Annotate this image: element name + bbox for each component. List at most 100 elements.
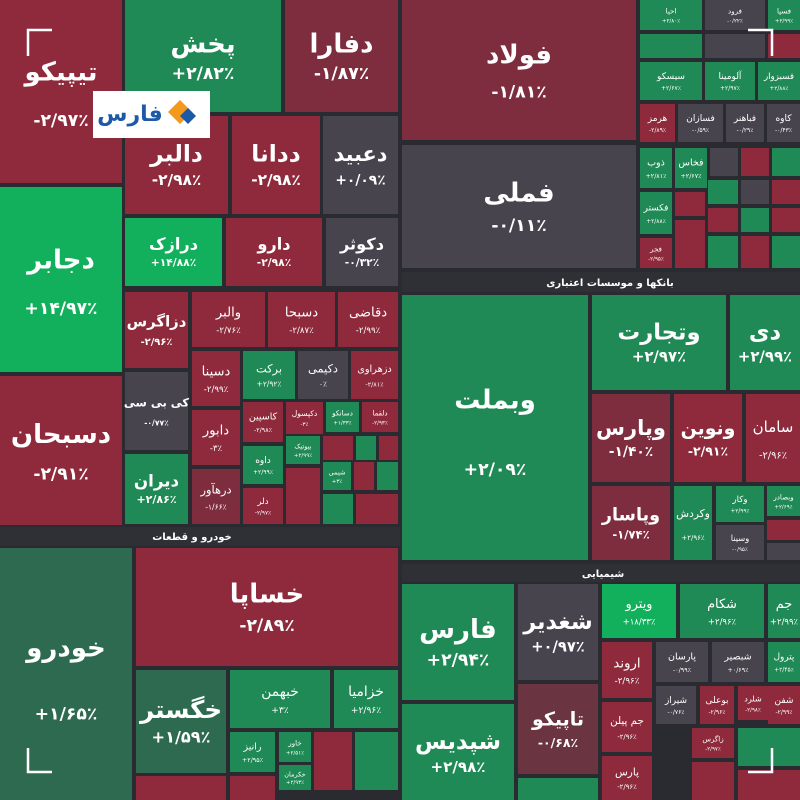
tile: فجر -۲/۹۵٪ — [640, 238, 672, 268]
tile-name: فخاس — [678, 158, 703, 169]
tile-name: دسبحان — [11, 420, 111, 450]
section-bar — [0, 527, 400, 546]
filler-tile — [640, 34, 702, 58]
tile-name: داوه — [255, 456, 271, 466]
tile-name: سیسکو — [656, 72, 685, 82]
tile-box — [125, 454, 188, 524]
tile-name: دابور — [202, 423, 229, 438]
tile-name: خساپا — [230, 580, 304, 610]
filler-tile — [741, 208, 769, 232]
tile-box — [602, 702, 652, 752]
tile-box — [730, 295, 800, 390]
tile-change: -۲/۹۶٪ — [617, 733, 637, 741]
tile-name: جم — [776, 597, 793, 612]
tile: پارس -۲/۹۶٪ — [602, 756, 652, 800]
tile-box — [226, 218, 322, 286]
tile-name: دسینا — [202, 364, 231, 379]
tile: دیران+۲/۸۶٪ — [125, 454, 188, 524]
tile: سامان -۲/۹۶٪ — [746, 394, 800, 482]
tile: تاپیکو -۰/۶۸٪ — [518, 684, 598, 774]
tile: شکام +۲/۹۶٪ — [680, 584, 764, 638]
tile: فباهنر -۰/۲۹٪ — [726, 104, 764, 142]
filler-tile — [772, 236, 800, 268]
tile-name: ونوین — [681, 418, 736, 440]
tile-box — [286, 402, 323, 434]
tile: وبصادر +۲/۶۹٪ — [767, 486, 800, 516]
tile: دعبید +۰/۰۹٪ — [323, 116, 398, 214]
tile-change: -۲/۹۷٪ — [705, 747, 721, 753]
tile-name: دسبحا — [285, 305, 318, 320]
tile-box — [602, 584, 676, 638]
tile-name: فباهنر — [733, 114, 756, 124]
tile-box — [0, 187, 122, 372]
tile-box — [674, 394, 742, 482]
filler-tile — [518, 778, 598, 800]
tile-box — [712, 642, 764, 682]
tile-box — [640, 0, 702, 30]
filler-tile — [379, 436, 398, 460]
tile-name: دکوثر — [339, 235, 384, 254]
tile-change: +۲/۹۲٪ — [257, 380, 282, 389]
tile-box — [402, 0, 636, 140]
filler-tile — [738, 728, 800, 766]
tile: دزاگرس -۲/۹۶٪ — [125, 292, 188, 368]
tile: وپارس -۱/۴۰٪ — [592, 394, 670, 482]
tile-name: شکام — [707, 597, 737, 612]
tile-change: -۲/۸۱٪ — [365, 381, 384, 389]
tile-change: +۲/۹۸٪ — [430, 758, 485, 776]
tile-change: -۳٪ — [210, 444, 223, 454]
section-label: خودرو و قطعات — [152, 532, 232, 543]
tile-change: +۳٪ — [271, 706, 289, 716]
tile-change: -۰/۱۱٪ — [491, 216, 546, 236]
tile-name: شبصیر — [723, 652, 751, 663]
tile-box — [230, 732, 275, 772]
tile-box — [298, 351, 348, 399]
tile: والبر -۲/۷۶٪ — [192, 292, 265, 347]
filler-tile — [355, 732, 398, 790]
tile-box — [136, 548, 398, 666]
tile-change: -۰/۴۳٪ — [775, 127, 792, 134]
tile-change: +۲/۹۷٪ — [632, 348, 686, 366]
tile-box — [592, 394, 670, 482]
filler-tile — [708, 180, 738, 204]
tile-name: پارس — [615, 767, 639, 779]
tile-box — [767, 104, 800, 142]
tile: هرمز -۲/۸۹٪ — [640, 104, 675, 142]
tile-change: -۱/۶۶٪ — [205, 503, 226, 512]
corner — [26, 28, 52, 56]
tile-change: +۰/۰۹٪ — [335, 173, 385, 189]
tile-change: -۲/۹۱٪ — [688, 444, 728, 459]
tile: فرود -۰/۲۲٪ — [705, 0, 765, 30]
tile-change: +۲/۰۹٪ — [464, 460, 527, 480]
tile-name: دجابر — [25, 246, 95, 276]
tile: ونوین -۲/۹۱٪ — [674, 394, 742, 482]
tile-box — [640, 148, 672, 188]
tile-box — [602, 756, 652, 800]
tile-box — [705, 0, 765, 30]
tile-change: +۱/۳۳٪ — [333, 421, 351, 427]
tile-change: -۲/۹۶٪ — [614, 677, 639, 687]
tile-change: -۱/۴۰٪ — [609, 444, 653, 460]
tile-box — [125, 372, 188, 450]
tile-name: احیا — [666, 6, 677, 15]
tile-name: شیراز — [664, 696, 687, 706]
tile-change: +۰/۹۷٪ — [531, 638, 585, 655]
tile-change: -۲/۸۷٪ — [289, 326, 314, 336]
tile-change: -۲/۹۵٪ — [648, 257, 664, 263]
tile-name: وسینا — [731, 533, 750, 543]
tile-change: -۲/۹۸٪ — [152, 171, 202, 189]
tile-box — [0, 548, 132, 800]
filler-tile — [692, 762, 734, 800]
tile-change: -۰/۶۸٪ — [538, 735, 578, 750]
tile-box — [675, 148, 707, 188]
filler-tile — [675, 220, 705, 268]
tile: فخاس +۲/۶۷٪ — [675, 148, 707, 188]
tile-change: +۲/۹۶٪ — [708, 617, 737, 627]
tile-box — [692, 728, 734, 758]
tile-name: والبر — [215, 305, 241, 320]
tile: دقاضی -۲/۹۹٪ — [338, 292, 398, 347]
filler-tile — [768, 34, 800, 58]
tile: ذوب +۲/۸۱٪ — [640, 148, 672, 188]
tile-box — [334, 670, 398, 728]
tile-name: پارسان — [668, 652, 696, 663]
